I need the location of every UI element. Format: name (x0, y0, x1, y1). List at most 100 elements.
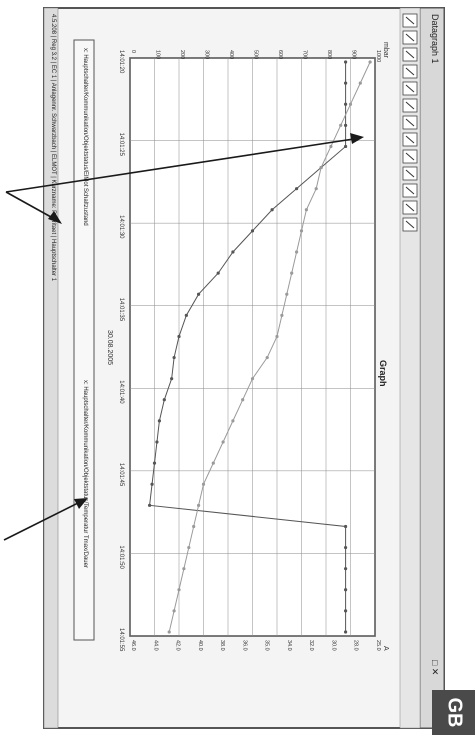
series-point (216, 271, 220, 275)
pan-icon-glyph (405, 101, 415, 110)
series-point (329, 144, 333, 149)
series-point (155, 440, 159, 444)
y-unit-left: mbar (382, 42, 389, 59)
series-point (265, 355, 269, 360)
series-point (344, 102, 348, 106)
x-tick-label: 14:01:35 (118, 298, 124, 322)
gb-text: GB (443, 697, 465, 728)
series-point (344, 609, 348, 613)
series-point (231, 250, 235, 254)
series-point (231, 419, 235, 423)
series-point (184, 313, 188, 317)
series-point (344, 588, 348, 592)
series-point (290, 271, 294, 275)
arrow-top (5, 137, 361, 193)
series-point (201, 482, 206, 486)
series-point (150, 482, 154, 486)
plot-series (148, 60, 372, 634)
series-point (167, 630, 171, 634)
y-right-tick-label: 35.0 (264, 640, 270, 651)
hand-icon-glyph (405, 118, 415, 127)
cross-icon-glyph (405, 16, 415, 25)
y-unit-right: A (382, 646, 389, 651)
toolbar-icons (402, 13, 418, 232)
y-left-tick-label: 500 (253, 50, 259, 59)
series-point (170, 377, 174, 381)
y-left-tick-label: 200 (179, 50, 185, 59)
series-point (295, 187, 299, 191)
y-left-tick-label: 800 (326, 50, 332, 59)
series-point (187, 545, 191, 550)
y-right-tick-label: 46.0 (130, 640, 136, 651)
x-tick-label: 14:01:50 (118, 545, 124, 569)
x-tick-label: 14:01:55 (118, 628, 124, 652)
series-point (295, 250, 299, 254)
series-point (162, 398, 166, 402)
y-left-tick-label: 600 (277, 50, 283, 59)
series-point (280, 313, 284, 317)
series-point (368, 60, 372, 64)
date-label: 30.08.2005 (106, 330, 113, 365)
series-point (358, 81, 362, 85)
series-point (172, 609, 176, 613)
x-tick-label: 14:01:20 (118, 50, 124, 74)
series-point (270, 208, 274, 212)
y-left-tick-label: 700 (302, 50, 308, 59)
y-right-tick-label: 25.0 (375, 640, 381, 651)
marker-icon-glyph (405, 152, 415, 161)
series-point (192, 524, 196, 529)
y-right-tick-label: 40.0 (197, 640, 203, 651)
plot-ticks: 14:01:20 14:01:25 14:01:30 14:01:35 14:01:40… (118, 50, 381, 652)
series-point (285, 292, 289, 296)
gb-badge: GB (432, 690, 475, 735)
window-title: Datagraph 1 (430, 14, 440, 64)
series-point (344, 60, 348, 64)
arrow-top-head (350, 133, 364, 144)
series-point (299, 229, 304, 233)
arrow-bottom (3, 499, 85, 541)
y-right-tick-label: 38.0 (219, 640, 225, 651)
series-point (319, 165, 323, 170)
series-point (172, 355, 176, 360)
legend-box (73, 39, 95, 641)
y-right-tick-label: 36.0 (241, 640, 247, 651)
series-point (152, 461, 157, 465)
series-point (197, 503, 201, 507)
series-point (241, 398, 245, 402)
y-left-tick-label: 900 (351, 50, 357, 59)
series-point (304, 208, 308, 212)
series-point (148, 503, 152, 507)
title-bar[interactable] (419, 7, 445, 729)
graph-title: Graph (378, 360, 388, 387)
arrow-icon-glyph (405, 84, 415, 93)
window-controls[interactable]: □ ✕ (430, 660, 440, 675)
series-point (348, 102, 353, 106)
series-point (197, 292, 201, 296)
zoom-out-icon-glyph (405, 50, 415, 59)
zoom-reset-icon-glyph (405, 67, 415, 76)
y-left-tick-label: 1000 (375, 50, 381, 62)
arrow-bottom-head (74, 498, 88, 509)
series-point (250, 229, 255, 233)
arrow-left-a-head (48, 211, 62, 224)
series-point (250, 377, 255, 381)
y-left-tick-label: 300 (204, 50, 210, 59)
series-point (182, 567, 186, 571)
status-text: 4.5.208 | Reg 3.2 | EC 1 | Anlagennr. Sc… (50, 14, 56, 282)
y-right-tick-label: 44.0 (152, 640, 158, 651)
series-point (339, 123, 343, 127)
series-point (344, 545, 348, 550)
settings-icon-glyph (405, 186, 415, 195)
series-point (211, 461, 215, 465)
edit-icon-glyph (405, 203, 415, 212)
series-point (177, 334, 181, 339)
status-bar (43, 7, 59, 729)
y-right-tick-label: 34.0 (286, 640, 292, 651)
series-point (157, 419, 161, 423)
y-right-tick-label: 28.0 (353, 640, 359, 651)
y-right-tick-label: 32.0 (308, 640, 314, 651)
x-tick-label: 14:01:25 (118, 133, 124, 157)
table-icon-glyph (405, 135, 415, 144)
series-line (168, 61, 371, 633)
